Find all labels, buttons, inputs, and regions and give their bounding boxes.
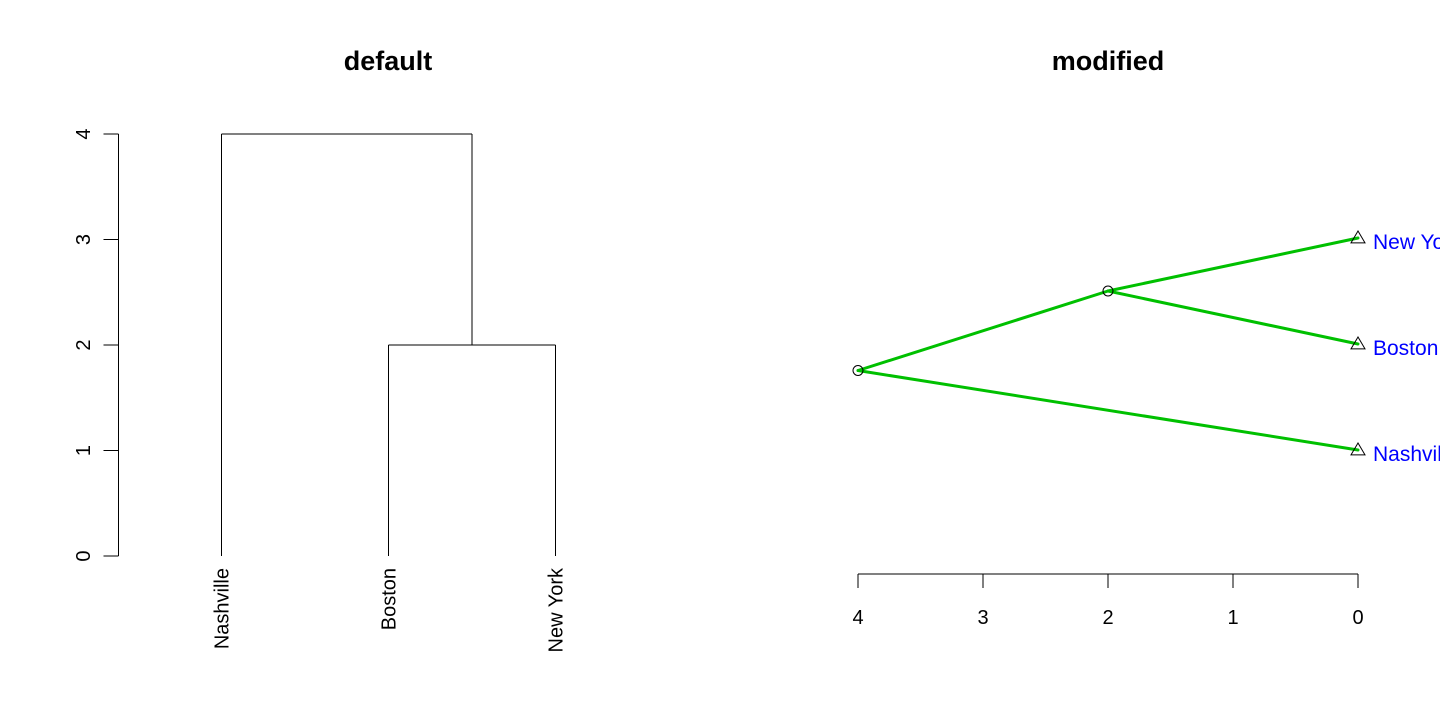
leaf-marker-new-york: [1350, 230, 1366, 244]
modified-dendrogram-panel: modified 4 3 2 1 0 Nashville Boston New York: [852, 46, 1440, 629]
default-y-tick-label: 2: [73, 339, 95, 350]
edge-cluster-to-new-york: [1106, 236, 1360, 293]
modified-tree-edges: [856, 236, 1360, 452]
modified-node-markers: [852, 230, 1366, 456]
modified-leaf-label-nashville: Nashville: [1373, 443, 1440, 466]
modified-leaf-label-new-york: New York: [1373, 231, 1440, 254]
leaf-marker-nashville: [1350, 442, 1366, 456]
edge-root-to-cluster: [856, 289, 1110, 372]
leaf-marker-boston: [1350, 336, 1366, 350]
modified-x-axis: 4 3 2 1 0: [852, 573, 1364, 629]
modified-x-tick-label: 0: [1352, 607, 1363, 629]
default-y-axis: 0 1 2 3 4: [73, 128, 119, 562]
default-leaf-labels: Nashville Boston New York: [212, 567, 568, 652]
default-y-tick-label: 4: [73, 128, 95, 139]
default-tree-segments: [221, 133, 556, 556]
leaf-label-boston: Boston: [379, 568, 401, 630]
default-y-tick-label: 0: [73, 550, 95, 561]
modified-chart-title: modified: [1052, 46, 1165, 76]
modified-leaf-label-boston: Boston: [1373, 337, 1438, 360]
modified-x-tick-label: 3: [977, 607, 988, 629]
modified-x-tick-label: 4: [852, 607, 863, 629]
modified-leaf-labels: Nashville Boston New York: [1373, 231, 1440, 466]
default-y-tick-label: 1: [73, 445, 95, 456]
default-y-tick-label: 3: [73, 234, 95, 245]
leaf-label-new-york: New York: [546, 567, 568, 652]
default-dendrogram-panel: default 0 1 2 3 4 Nashville Boston New York: [73, 46, 568, 653]
root-node-marker: [852, 365, 864, 376]
edge-cluster-to-boston: [1106, 289, 1360, 346]
edge-root-to-nashville: [856, 369, 1360, 452]
default-chart-title: default: [344, 46, 433, 76]
leaf-label-nashville: Nashville: [212, 568, 234, 649]
cluster-node-marker: [1102, 285, 1114, 297]
modified-x-tick-label: 2: [1102, 607, 1113, 629]
modified-x-tick-label: 1: [1227, 607, 1238, 629]
